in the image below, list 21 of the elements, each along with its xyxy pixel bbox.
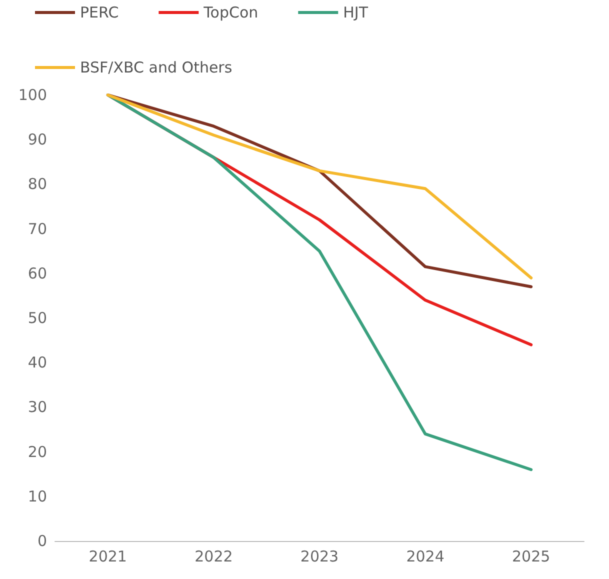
y-tick-label: 0 — [37, 532, 47, 550]
legend-label: PERC — [80, 4, 119, 22]
line-series — [106, 94, 533, 472]
y-tick-label: 10 — [28, 487, 47, 506]
y-tick-label: 30 — [28, 398, 47, 416]
x-tick-label: 2025 — [512, 548, 550, 566]
y-tick-label: 80 — [28, 175, 47, 194]
legend-label: BSF/XBC and Others — [80, 58, 232, 76]
y-tick-label: 50 — [28, 309, 47, 327]
y-tick-label: 90 — [28, 130, 47, 149]
y-tick-label: 70 — [28, 220, 47, 238]
x-tick-label: 2022 — [194, 548, 233, 566]
y-tick-label: 60 — [28, 264, 47, 282]
y-tick-label: 20 — [28, 442, 47, 461]
x-tick-label: 2023 — [300, 548, 339, 566]
x-tick-label: 2024 — [406, 548, 444, 566]
y-tick-label: 40 — [28, 354, 47, 372]
legend-label: TopCon — [202, 4, 258, 22]
y-tick-label: 100 — [18, 86, 47, 104]
legend-label: HJT — [343, 4, 369, 22]
x-tick-label: 2021 — [88, 548, 127, 566]
